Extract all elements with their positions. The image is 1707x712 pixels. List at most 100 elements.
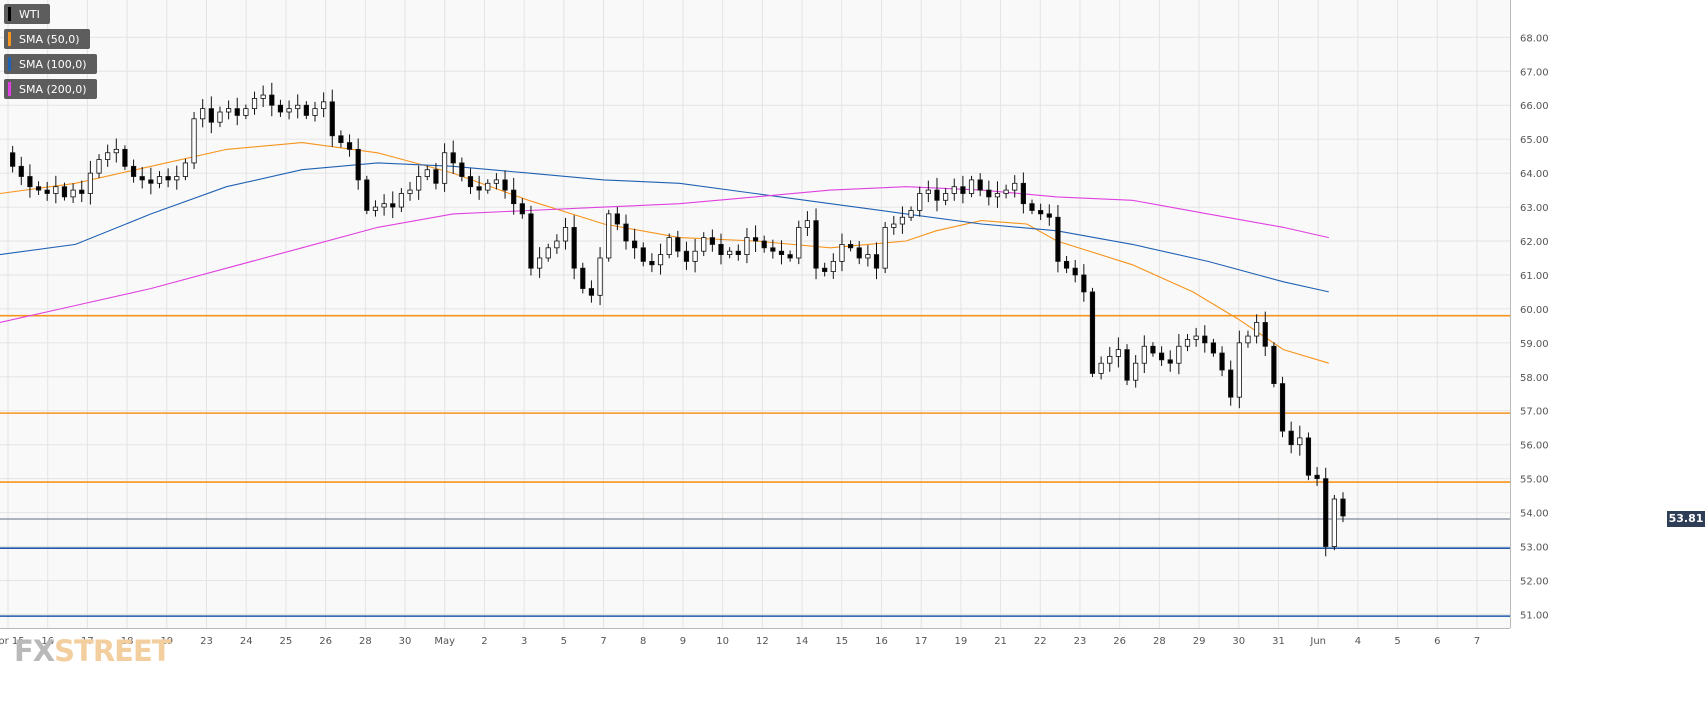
candle-body	[502, 179, 508, 191]
candle-body	[1193, 335, 1199, 340]
x-tick-label: 22	[1034, 636, 1047, 647]
x-tick-label: 30	[399, 636, 412, 647]
x-tick-label: 2	[481, 636, 487, 647]
candle	[614, 207, 620, 231]
candle	[856, 241, 862, 265]
candle-body	[1081, 274, 1087, 293]
legend-item-sma100[interactable]: SMA (100,0)	[4, 54, 97, 74]
x-tick-label: 18	[121, 636, 134, 647]
candle-body	[286, 108, 292, 113]
candle	[960, 175, 966, 204]
y-tick-label: 51.00	[1520, 610, 1549, 621]
candle	[1340, 492, 1346, 523]
candle	[312, 101, 318, 122]
candle	[865, 245, 871, 267]
candle-body	[683, 250, 690, 262]
y-tick-label: 62.00	[1520, 237, 1549, 248]
candle	[295, 94, 301, 119]
candle	[234, 97, 240, 126]
legend-item-sma200[interactable]: SMA (200,0)	[4, 79, 97, 99]
candle-body	[277, 104, 284, 113]
candle-body	[1012, 182, 1018, 191]
candle-body	[692, 250, 698, 262]
y-tick-label: 52.00	[1520, 576, 1549, 587]
candle	[251, 91, 258, 115]
candle-body	[1297, 437, 1303, 446]
legend-label-sma100: SMA (100,0)	[19, 57, 87, 71]
candle	[148, 167, 154, 195]
x-tick-label: 14	[796, 636, 809, 647]
x-tick-label: 10	[716, 636, 729, 647]
candle-body	[390, 203, 396, 208]
x-tick-label: 19	[954, 636, 967, 647]
candle	[1331, 494, 1337, 551]
candle	[130, 159, 137, 183]
candle	[182, 158, 189, 181]
candle	[727, 247, 733, 259]
candle-body	[87, 172, 93, 194]
candle	[606, 209, 612, 262]
x-tick-label: 15	[835, 636, 848, 647]
candle	[1141, 335, 1147, 373]
y-tick-label: 57.00	[1520, 407, 1549, 418]
candle	[822, 262, 828, 277]
candle-body	[761, 240, 767, 249]
candle-body	[1055, 216, 1061, 262]
candle	[485, 179, 491, 194]
candle-body	[1279, 383, 1286, 432]
candle	[1055, 205, 1061, 273]
candle	[571, 215, 577, 280]
x-tick-label: Jun	[1309, 636, 1326, 647]
candle	[968, 175, 975, 198]
x-tick-label: 12	[756, 636, 769, 647]
candle	[1314, 467, 1320, 486]
candle-body	[364, 179, 370, 211]
y-tick-label: 67.00	[1520, 67, 1549, 78]
candle-body	[1107, 356, 1113, 364]
candle-body	[1063, 260, 1070, 269]
axes: 51.00 52.00 53.00 54.00 55.00 56.00 57.00 58.00…	[0, 0, 1549, 647]
candle	[1254, 314, 1260, 344]
candle	[113, 138, 119, 163]
candle	[1297, 425, 1303, 456]
candle	[139, 167, 145, 189]
candle	[1150, 342, 1156, 357]
candle	[1081, 264, 1087, 302]
candle	[580, 262, 586, 294]
candle	[243, 104, 249, 120]
legend-item-wti[interactable]: WTI	[4, 4, 50, 24]
candle-body	[632, 240, 638, 249]
candle	[934, 177, 940, 212]
candle	[787, 250, 793, 262]
x-tick-label: 7	[600, 636, 606, 647]
candle	[61, 182, 68, 201]
candle-body	[623, 223, 629, 242]
y-tick-label: 63.00	[1520, 203, 1549, 214]
candle	[1089, 287, 1096, 378]
candle-body	[35, 186, 42, 191]
candle	[908, 206, 914, 221]
candle	[364, 175, 370, 215]
candle	[191, 112, 197, 170]
candle-body	[934, 189, 940, 201]
legend-label-sma50: SMA (50,0)	[19, 32, 80, 46]
candle-body	[251, 98, 258, 110]
candle-body	[243, 108, 249, 116]
candle-body	[450, 152, 456, 164]
candle	[1115, 337, 1121, 368]
candle	[562, 217, 569, 250]
candle	[830, 253, 836, 279]
legend-item-sma50[interactable]: SMA (50,0)	[4, 29, 90, 49]
candle-body	[1098, 362, 1104, 374]
x-tick-label: 23	[200, 636, 213, 647]
candle-body	[165, 176, 171, 181]
candle-body	[640, 247, 646, 262]
candle-body	[1150, 345, 1156, 354]
candle-body	[493, 179, 500, 184]
candle	[70, 183, 76, 203]
candle	[649, 253, 655, 273]
candle	[372, 200, 379, 217]
candle-body	[27, 176, 33, 188]
candle-body	[701, 237, 707, 252]
